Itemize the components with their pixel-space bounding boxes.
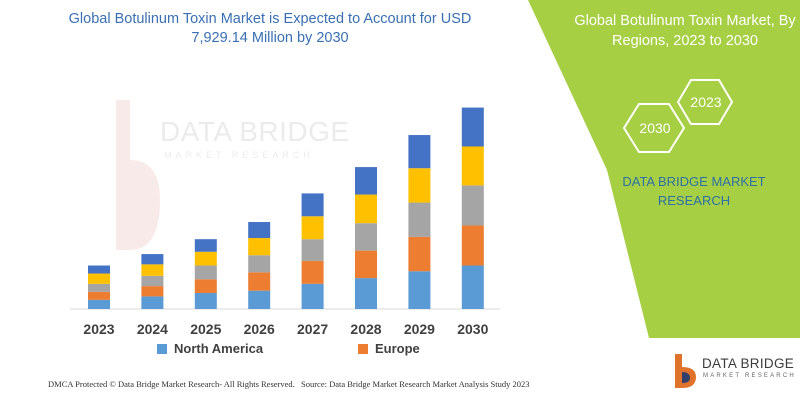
watermark-sub: MARKET RESEARCH bbox=[164, 150, 314, 160]
legend-item-north-america: North America bbox=[157, 341, 263, 356]
bar-2025-segment-5 bbox=[194, 239, 217, 252]
bar-2029-segment-1 bbox=[408, 271, 431, 309]
x-tick-label-2029: 2029 bbox=[404, 321, 435, 337]
legend-label-europe: Europe bbox=[375, 341, 420, 356]
bar-2024-segment-4 bbox=[141, 264, 164, 276]
bar-2029-segment-4 bbox=[408, 168, 431, 203]
logo-name: DATA BRIDGE bbox=[702, 356, 795, 371]
bar-2025-segment-1 bbox=[194, 292, 217, 309]
x-tick-label-2025: 2025 bbox=[190, 321, 221, 337]
x-tick-label-2028: 2028 bbox=[350, 321, 381, 337]
source-footer: Source: Data Bridge Market Research Mark… bbox=[301, 379, 530, 389]
bar-2026-segment-5 bbox=[248, 222, 271, 239]
bar-2030-segment-5 bbox=[461, 107, 484, 147]
panel-brand: DATA BRIDGE MARKET RESEARCH bbox=[622, 174, 766, 208]
bar-2027-segment-4 bbox=[301, 216, 324, 240]
bar-2028-segment-2 bbox=[355, 250, 377, 279]
bar-2029-segment-3 bbox=[408, 202, 431, 237]
bar-2023-segment-4 bbox=[88, 273, 110, 284]
bar-2028-segment-3 bbox=[355, 223, 377, 251]
bar-2025-segment-2 bbox=[194, 279, 217, 293]
bar-2028-segment-4 bbox=[355, 194, 377, 224]
x-tick-label-2023: 2023 bbox=[83, 321, 114, 337]
bar-2027-segment-5 bbox=[301, 193, 324, 217]
bar-2026-segment-4 bbox=[248, 238, 271, 256]
bar-2027-segment-1 bbox=[301, 283, 324, 309]
corner-logo: DATA BRIDGE MARKET RESEARCH bbox=[672, 354, 795, 390]
bar-2026-segment-2 bbox=[248, 272, 271, 291]
bar-2024-segment-1 bbox=[141, 296, 164, 309]
chart-legend: North America Europe bbox=[157, 341, 517, 359]
watermark-name: DATA BRIDGE bbox=[160, 116, 350, 147]
bar-2030-segment-3 bbox=[461, 185, 484, 226]
bar-2026-segment-1 bbox=[248, 290, 271, 309]
legend-swatch-north-america bbox=[157, 343, 167, 354]
hexagon-front bbox=[622, 103, 686, 153]
x-tick-label-2026: 2026 bbox=[244, 321, 275, 337]
bar-2029-segment-2 bbox=[408, 236, 431, 272]
hexagon-year-front: 2030 bbox=[639, 120, 671, 136]
bar-2028-segment-1 bbox=[355, 278, 377, 309]
bar-2027-segment-3 bbox=[301, 239, 324, 261]
bar-2028-segment-5 bbox=[355, 167, 377, 195]
bar-2023-segment-1 bbox=[88, 299, 110, 309]
bar-2024-segment-2 bbox=[141, 286, 164, 297]
bar-2030-segment-4 bbox=[461, 146, 484, 186]
legend-item-europe: Europe bbox=[358, 341, 420, 356]
bar-2023-segment-2 bbox=[88, 291, 110, 300]
chart-title: Global Botulinum Toxin Market is Expecte… bbox=[68, 11, 472, 46]
watermark-logo-icon bbox=[116, 100, 160, 250]
bar-2026-segment-3 bbox=[248, 255, 271, 273]
bar-2025-segment-4 bbox=[194, 251, 217, 266]
bar-2025-segment-3 bbox=[194, 265, 217, 280]
legend-swatch-europe bbox=[358, 343, 368, 354]
bar-2023-segment-5 bbox=[88, 265, 110, 274]
legend-label-north-america: North America bbox=[174, 341, 264, 356]
copyright-footer: DMCA Protected © Data Bridge Market Rese… bbox=[48, 379, 295, 389]
hexagon-back bbox=[676, 79, 734, 125]
bar-2023-segment-3 bbox=[88, 283, 110, 292]
bar-2027-segment-2 bbox=[301, 260, 324, 284]
logo-icon bbox=[675, 354, 696, 388]
hexagon-year-back: 2023 bbox=[690, 94, 722, 110]
panel-title: Global Botulinum Toxin Market, By Region… bbox=[574, 13, 796, 49]
bar-2024-segment-5 bbox=[141, 254, 164, 265]
bar-2030-segment-1 bbox=[461, 265, 484, 309]
bar-2024-segment-3 bbox=[141, 275, 164, 287]
bar-2030-segment-2 bbox=[461, 225, 484, 266]
x-tick-label-2024: 2024 bbox=[137, 321, 168, 337]
logo-sub: MARKET RESEARCH bbox=[703, 373, 796, 379]
x-tick-label-2027: 2027 bbox=[297, 321, 328, 337]
bar-2029-segment-5 bbox=[408, 135, 431, 169]
x-tick-label-2030: 2030 bbox=[457, 321, 488, 337]
stacked-bar-chart: 2023 2024 2025 2026 2027 2028 2029 2030 bbox=[70, 107, 500, 337]
